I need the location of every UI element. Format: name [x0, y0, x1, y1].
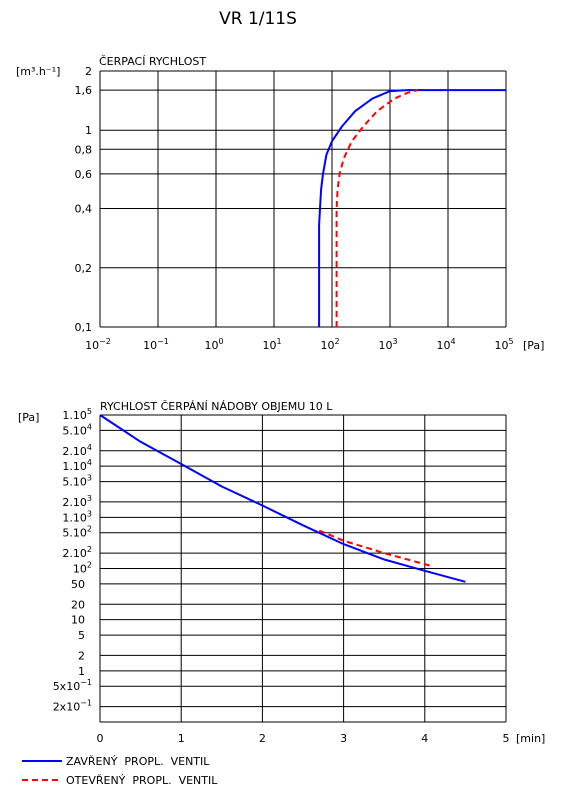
chart1-y-tick-label: 0,6	[75, 168, 93, 181]
chart1-x-tick-label: 100	[204, 337, 223, 352]
pumping-speed-chart: ČERPACÍ RYCHLOST [m³.h⁻¹] [Pa] 10−2 10−1 1…	[16, 55, 544, 352]
chart2-y-tick-label: 1.105	[62, 407, 92, 422]
chart1-title: ČERPACÍ RYCHLOST	[99, 55, 206, 68]
chart1-y-tick-label: 0,4	[75, 203, 93, 216]
chart1-series-closed-valve	[318, 89, 506, 327]
chart2-y-tick-label: 5.104	[62, 422, 92, 437]
chart1-x-tick-label: 10−2	[85, 337, 111, 352]
chart2-x-tick-label: 0	[97, 732, 104, 745]
chart2-series-open-valve	[318, 529, 434, 568]
chart1-x-tick-label: 105	[494, 337, 513, 352]
chart1-y-tick-label: 2	[85, 65, 92, 78]
chart1-series-open-valve	[335, 89, 418, 327]
chart2-y-tick-label: 20	[71, 598, 85, 611]
chart1-xlabel: [Pa]	[523, 339, 544, 352]
chart2-y-tick-label: 10	[71, 614, 85, 627]
chart2-x-tick-label: 1	[178, 732, 185, 745]
chart2-title: RYCHLOST ČERPÁNÍ NÁDOBY OBJEMU 10 L	[100, 400, 333, 413]
chart1-x-tick-label: 101	[262, 337, 281, 352]
legend-label-open: OTEVŘENÝ PROPL. VENTIL	[66, 774, 218, 787]
chart2-y-tick-label: 2.104	[62, 443, 92, 458]
page-title: VR 1/11S	[219, 9, 297, 29]
chart2-y-tick-label: 1.104	[62, 458, 92, 473]
chart2-series-closed-valve	[99, 414, 466, 583]
legend-label-closed: ZAVŘENÝ PROPL. VENTIL	[66, 755, 210, 768]
vessel-evacuation-chart: RYCHLOST ČERPÁNÍ NÁDOBY OBJEMU 10 L [Pa]…	[18, 400, 545, 745]
chart2-y-tick-label: 2	[78, 649, 85, 662]
chart2-y-tick-label: 2.102	[62, 545, 92, 560]
chart2-y-tick-label: 1	[78, 665, 85, 678]
chart1-x-tick-label: 10−1	[143, 337, 169, 352]
chart2-xlabel: [min]	[516, 732, 545, 745]
chart2-y-tick-label: 102	[73, 561, 92, 576]
chart1-x-tick-label: 104	[436, 337, 455, 352]
chart2-x-tick-label: 5	[503, 732, 510, 745]
legend: ZAVŘENÝ PROPL. VENTIL OTEVŘENÝ PROPL. VE…	[22, 755, 218, 787]
chart1-x-tick-label: 103	[378, 337, 397, 352]
chart1-ylabel: [m³.h⁻¹]	[16, 65, 60, 78]
chart2-y-tick-label: 2x10−1	[53, 699, 92, 714]
chart1-x-tick-label: 102	[320, 337, 339, 352]
chart2-y-tick-label: 5.103	[62, 474, 92, 489]
chart1-y-tick-label: 0,2	[75, 262, 93, 275]
chart1-y-tick-label: 1,6	[75, 84, 93, 97]
chart2-y-tick-label: 1.103	[62, 509, 92, 524]
chart2-y-tick-label: 5	[78, 629, 85, 642]
chart1-y-tick-label: 0,1	[75, 321, 93, 334]
chart1-y-tick-label: 1	[85, 124, 92, 137]
chart2-y-tick-label: 50	[71, 578, 85, 591]
chart2-x-tick-label: 4	[421, 732, 428, 745]
chart2-y-tick-label: 2.103	[62, 494, 92, 509]
chart1-y-tick-label: 0,8	[75, 143, 93, 156]
chart2-y-tick-label: 5.102	[62, 525, 92, 540]
chart2-ylabel: [Pa]	[18, 411, 39, 424]
chart2-y-tick-label: 5x10−1	[53, 678, 92, 693]
chart2-x-tick-label: 3	[340, 732, 347, 745]
chart2-x-tick-label: 2	[259, 732, 266, 745]
